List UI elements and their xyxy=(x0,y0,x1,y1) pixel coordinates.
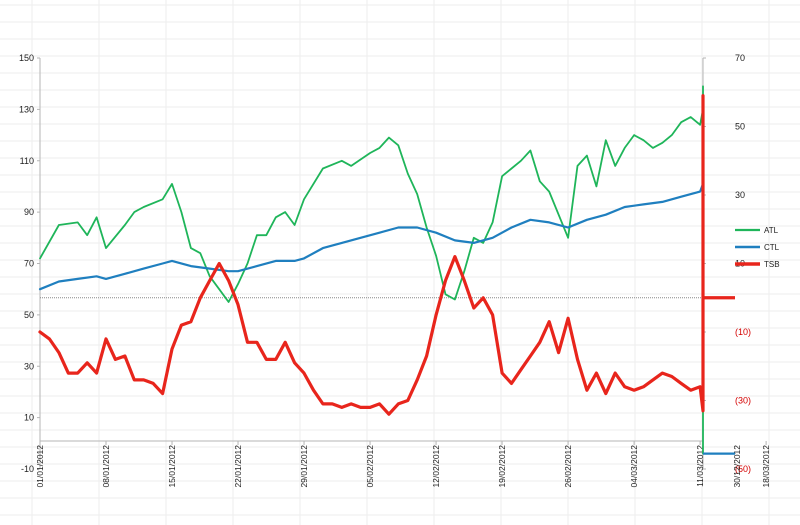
left-y-tick-label: 70 xyxy=(24,259,34,269)
left-y-tick-label: -10 xyxy=(21,464,34,474)
x-tick-label: 18/03/2012 xyxy=(761,445,771,488)
legend-label-atl: ATL xyxy=(764,226,779,235)
right-y-tick-label: 30 xyxy=(735,190,745,200)
legend-item-ctl: CTL xyxy=(735,243,780,252)
left-y-tick-label: 10 xyxy=(24,413,34,423)
x-tick-label: 05/02/2012 xyxy=(365,445,375,488)
x-tick-label: 12/02/2012 xyxy=(431,445,441,488)
legend-label-tsb: TSB xyxy=(764,260,780,269)
right-y-tick-label: (10) xyxy=(735,327,751,337)
left-y-tick-label: 90 xyxy=(24,207,34,217)
left-y-tick-label: 30 xyxy=(24,361,34,371)
right-y-tick-label: 70 xyxy=(735,53,745,63)
x-tick-label: 11/03/2012 xyxy=(695,445,705,487)
series-line-tsb xyxy=(38,94,705,416)
legend-item-atl: ATL xyxy=(735,226,779,235)
left-y-tick-label: 150 xyxy=(19,53,34,63)
right-y-tick-label: 50 xyxy=(735,122,745,132)
left-y-tick-label: 110 xyxy=(20,156,34,166)
x-tick-label: 08/01/2012 xyxy=(101,445,111,488)
x-tick-label: 29/01/2012 xyxy=(299,445,309,488)
x-tick-label: 19/02/2012 xyxy=(497,445,507,488)
x-tick-label: 01/01/2012 xyxy=(35,445,45,488)
left-y-axis: -10 10 30 50 70 90 110 130 150 xyxy=(19,53,40,474)
right-y-tick-label: (30) xyxy=(735,396,751,406)
left-y-tick-label: 50 xyxy=(24,310,34,320)
legend-label-ctl: CTL xyxy=(764,243,780,252)
legend: ATL CTL TSB xyxy=(735,226,780,269)
legend-item-tsb: TSB xyxy=(735,260,780,269)
x-axis: 01/01/2012 08/01/2012 15/01/2012 22/01/2012… xyxy=(35,441,771,488)
x-tick-label: 26/02/2012 xyxy=(563,445,573,488)
left-y-tick-label: 130 xyxy=(19,104,34,114)
right-y-tick-label: (50) xyxy=(735,464,751,474)
series-line-ctl xyxy=(38,167,705,360)
x-tick-label: 04/03/2012 xyxy=(629,445,639,488)
x-tick-label: 22/01/2012 xyxy=(233,445,243,488)
x-tick-label: 30/12/2012 xyxy=(732,445,742,488)
series-layer xyxy=(38,85,735,455)
x-tick-label: 15/01/2012 xyxy=(167,445,177,488)
